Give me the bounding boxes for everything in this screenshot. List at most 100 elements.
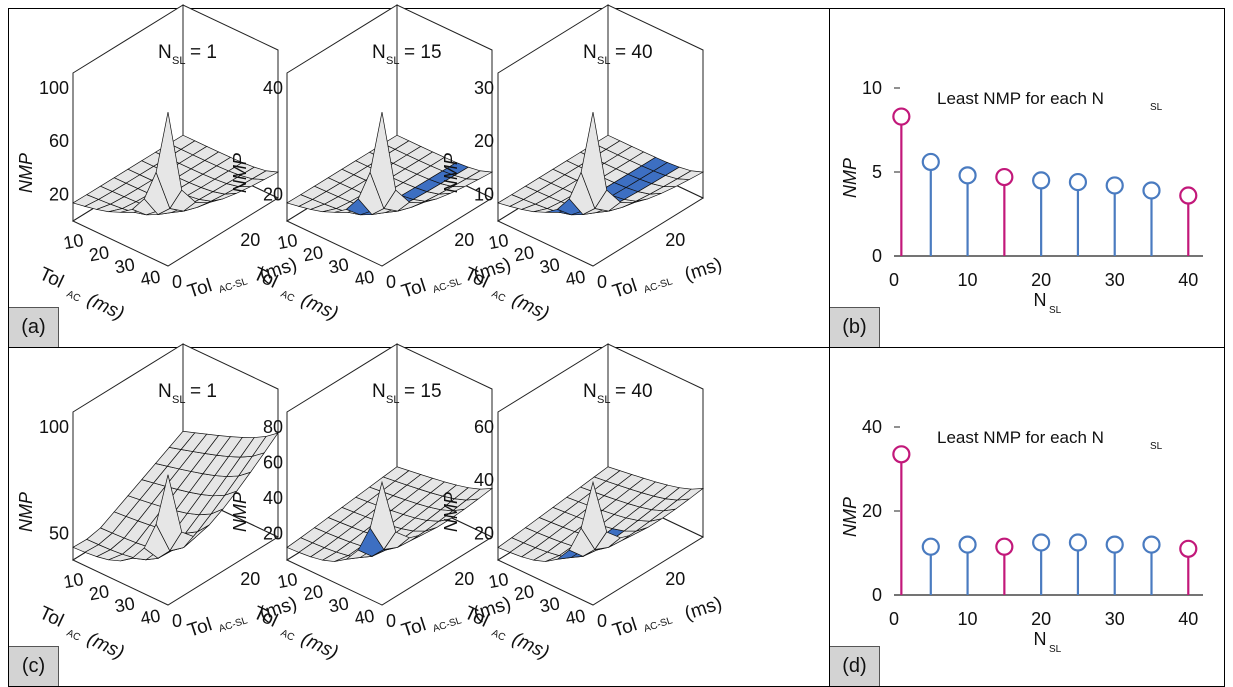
tol-ac-tick-label: 40 <box>353 605 376 628</box>
x-tick-label: 40 <box>1178 270 1198 290</box>
panel-c-label: (c) <box>9 646 59 686</box>
y-tick-label: 0 <box>872 585 882 605</box>
y-tick-label: 5 <box>872 162 882 182</box>
tol-ac-tick-label: 10 <box>487 230 510 253</box>
tol-ac-axis-subscript: AC <box>490 289 507 305</box>
x-tick-label: 20 <box>1031 609 1051 629</box>
stem-marker <box>1105 176 1124 195</box>
tol-ac-axis-subscript: AC <box>490 628 507 644</box>
tol-ac-tick-label: 20 <box>88 242 111 265</box>
stem-marker <box>921 152 940 172</box>
chart-title: Least NMP for each N <box>937 89 1104 108</box>
tol-acsl-tick-label: 0 <box>597 272 607 292</box>
z-axis-label: NMP <box>16 153 36 193</box>
tol-acsl-tick-label: 0 <box>172 272 182 292</box>
z-axis-label: NMP <box>230 492 250 532</box>
z-tick-label: 100 <box>39 78 69 98</box>
plot-title-n: N <box>372 42 386 63</box>
tol-ac-axis-unit: (ms) <box>84 628 127 663</box>
tol-acsl-axis-subscript: AC-SL <box>432 276 464 296</box>
x-tick-label: 0 <box>889 270 899 290</box>
stem-marker <box>1105 535 1124 554</box>
z-tick-label: 80 <box>263 417 283 437</box>
tol-ac-axis-unit: (ms) <box>84 289 127 324</box>
x-axis-label: N <box>1034 290 1047 310</box>
plot-title-n: N <box>372 381 386 402</box>
tol-acsl-tick-label: 0 <box>386 611 396 631</box>
plot-title-n: N <box>158 42 172 63</box>
stem-marker <box>1032 533 1051 552</box>
z-tick-label: 40 <box>263 78 283 98</box>
panel-b-label: (b) <box>830 307 880 347</box>
stem-marker <box>1179 186 1198 205</box>
tol-acsl-axis-label: Tol <box>185 275 215 302</box>
stem-marker <box>995 167 1014 187</box>
tol-ac-tick-label: 30 <box>538 593 561 616</box>
stem-marker <box>1068 172 1088 192</box>
surface-patch <box>465 488 494 501</box>
tol-ac-axis-unit: (ms) <box>298 289 341 324</box>
tol-ac-tick-label: 10 <box>62 569 85 592</box>
plot-title-value: = 15 <box>404 42 442 63</box>
tol-acsl-axis-subscript: AC-SL <box>643 276 675 296</box>
z-axis-label: NMP <box>441 492 461 532</box>
z-tick-label: 20 <box>474 523 494 543</box>
tol-acsl-tick-label: 20 <box>665 230 685 250</box>
tol-acsl-axis-unit: (ms) <box>682 593 725 625</box>
tol-ac-tick-label: 40 <box>139 266 162 289</box>
z-tick-label: 50 <box>49 523 69 543</box>
stem-marker <box>892 107 911 126</box>
y-tick-label: 20 <box>862 501 882 521</box>
x-axis-label-subscript: SL <box>1049 644 1062 655</box>
tol-ac-tick-label: 30 <box>113 254 136 277</box>
plot-title-value: = 40 <box>615 42 653 63</box>
tol-ac-tick-label: 20 <box>302 242 325 265</box>
stem-marker <box>958 535 977 554</box>
tol-acsl-axis-subscript: AC-SL <box>432 615 464 635</box>
tol-acsl-axis-subscript: AC-SL <box>218 276 250 296</box>
tol-acsl-tick-label: 20 <box>665 569 685 589</box>
tol-ac-axis-subscript: AC <box>65 289 82 305</box>
surface-patch <box>676 170 705 180</box>
plot-title-n: N <box>583 42 597 63</box>
x-axis-label-subscript: SL <box>1049 305 1062 316</box>
chart-title: Least NMP for each N <box>937 428 1104 447</box>
plot-title-subscript: SL <box>597 394 610 406</box>
tol-ac-tick-label: 40 <box>564 266 587 289</box>
z-tick-label: 20 <box>49 184 69 204</box>
chart-title-subscript: SL <box>1150 102 1163 113</box>
x-tick-label: 30 <box>1105 270 1125 290</box>
tol-ac-axis-subscript: AC <box>65 628 82 644</box>
surface-patch <box>251 432 279 457</box>
tol-ac-tick-label: 20 <box>513 242 536 265</box>
z-tick-label: 20 <box>263 523 283 543</box>
tol-acsl-axis-label: Tol <box>185 614 215 641</box>
tol-ac-tick-label: 40 <box>353 266 376 289</box>
y-tick-label: 0 <box>872 246 882 266</box>
panel-b: (b) <box>829 8 1225 348</box>
z-axis-label: NMP <box>16 492 36 532</box>
tol-acsl-axis-subscript: AC-SL <box>218 615 250 635</box>
tol-ac-tick-label: 20 <box>302 581 325 604</box>
tol-ac-tick-label: 10 <box>276 230 299 253</box>
tol-ac-axis-unit: (ms) <box>298 628 341 663</box>
z-axis-label: NMP <box>441 153 461 193</box>
stem-marker <box>1032 171 1051 190</box>
z-tick-label: 20 <box>474 131 494 151</box>
panel-a-label: (a) <box>9 307 59 347</box>
plot-title-n: N <box>583 381 597 402</box>
tol-acsl-axis-label: Tol <box>610 275 640 302</box>
tol-acsl-axis-unit: (ms) <box>682 254 725 286</box>
tol-ac-axis-unit: (ms) <box>509 628 552 663</box>
surface-patch <box>465 170 494 180</box>
y-tick-label: 10 <box>862 78 882 98</box>
tol-acsl-axis-subscript: AC-SL <box>643 615 675 635</box>
tol-ac-tick-label: 10 <box>487 569 510 592</box>
